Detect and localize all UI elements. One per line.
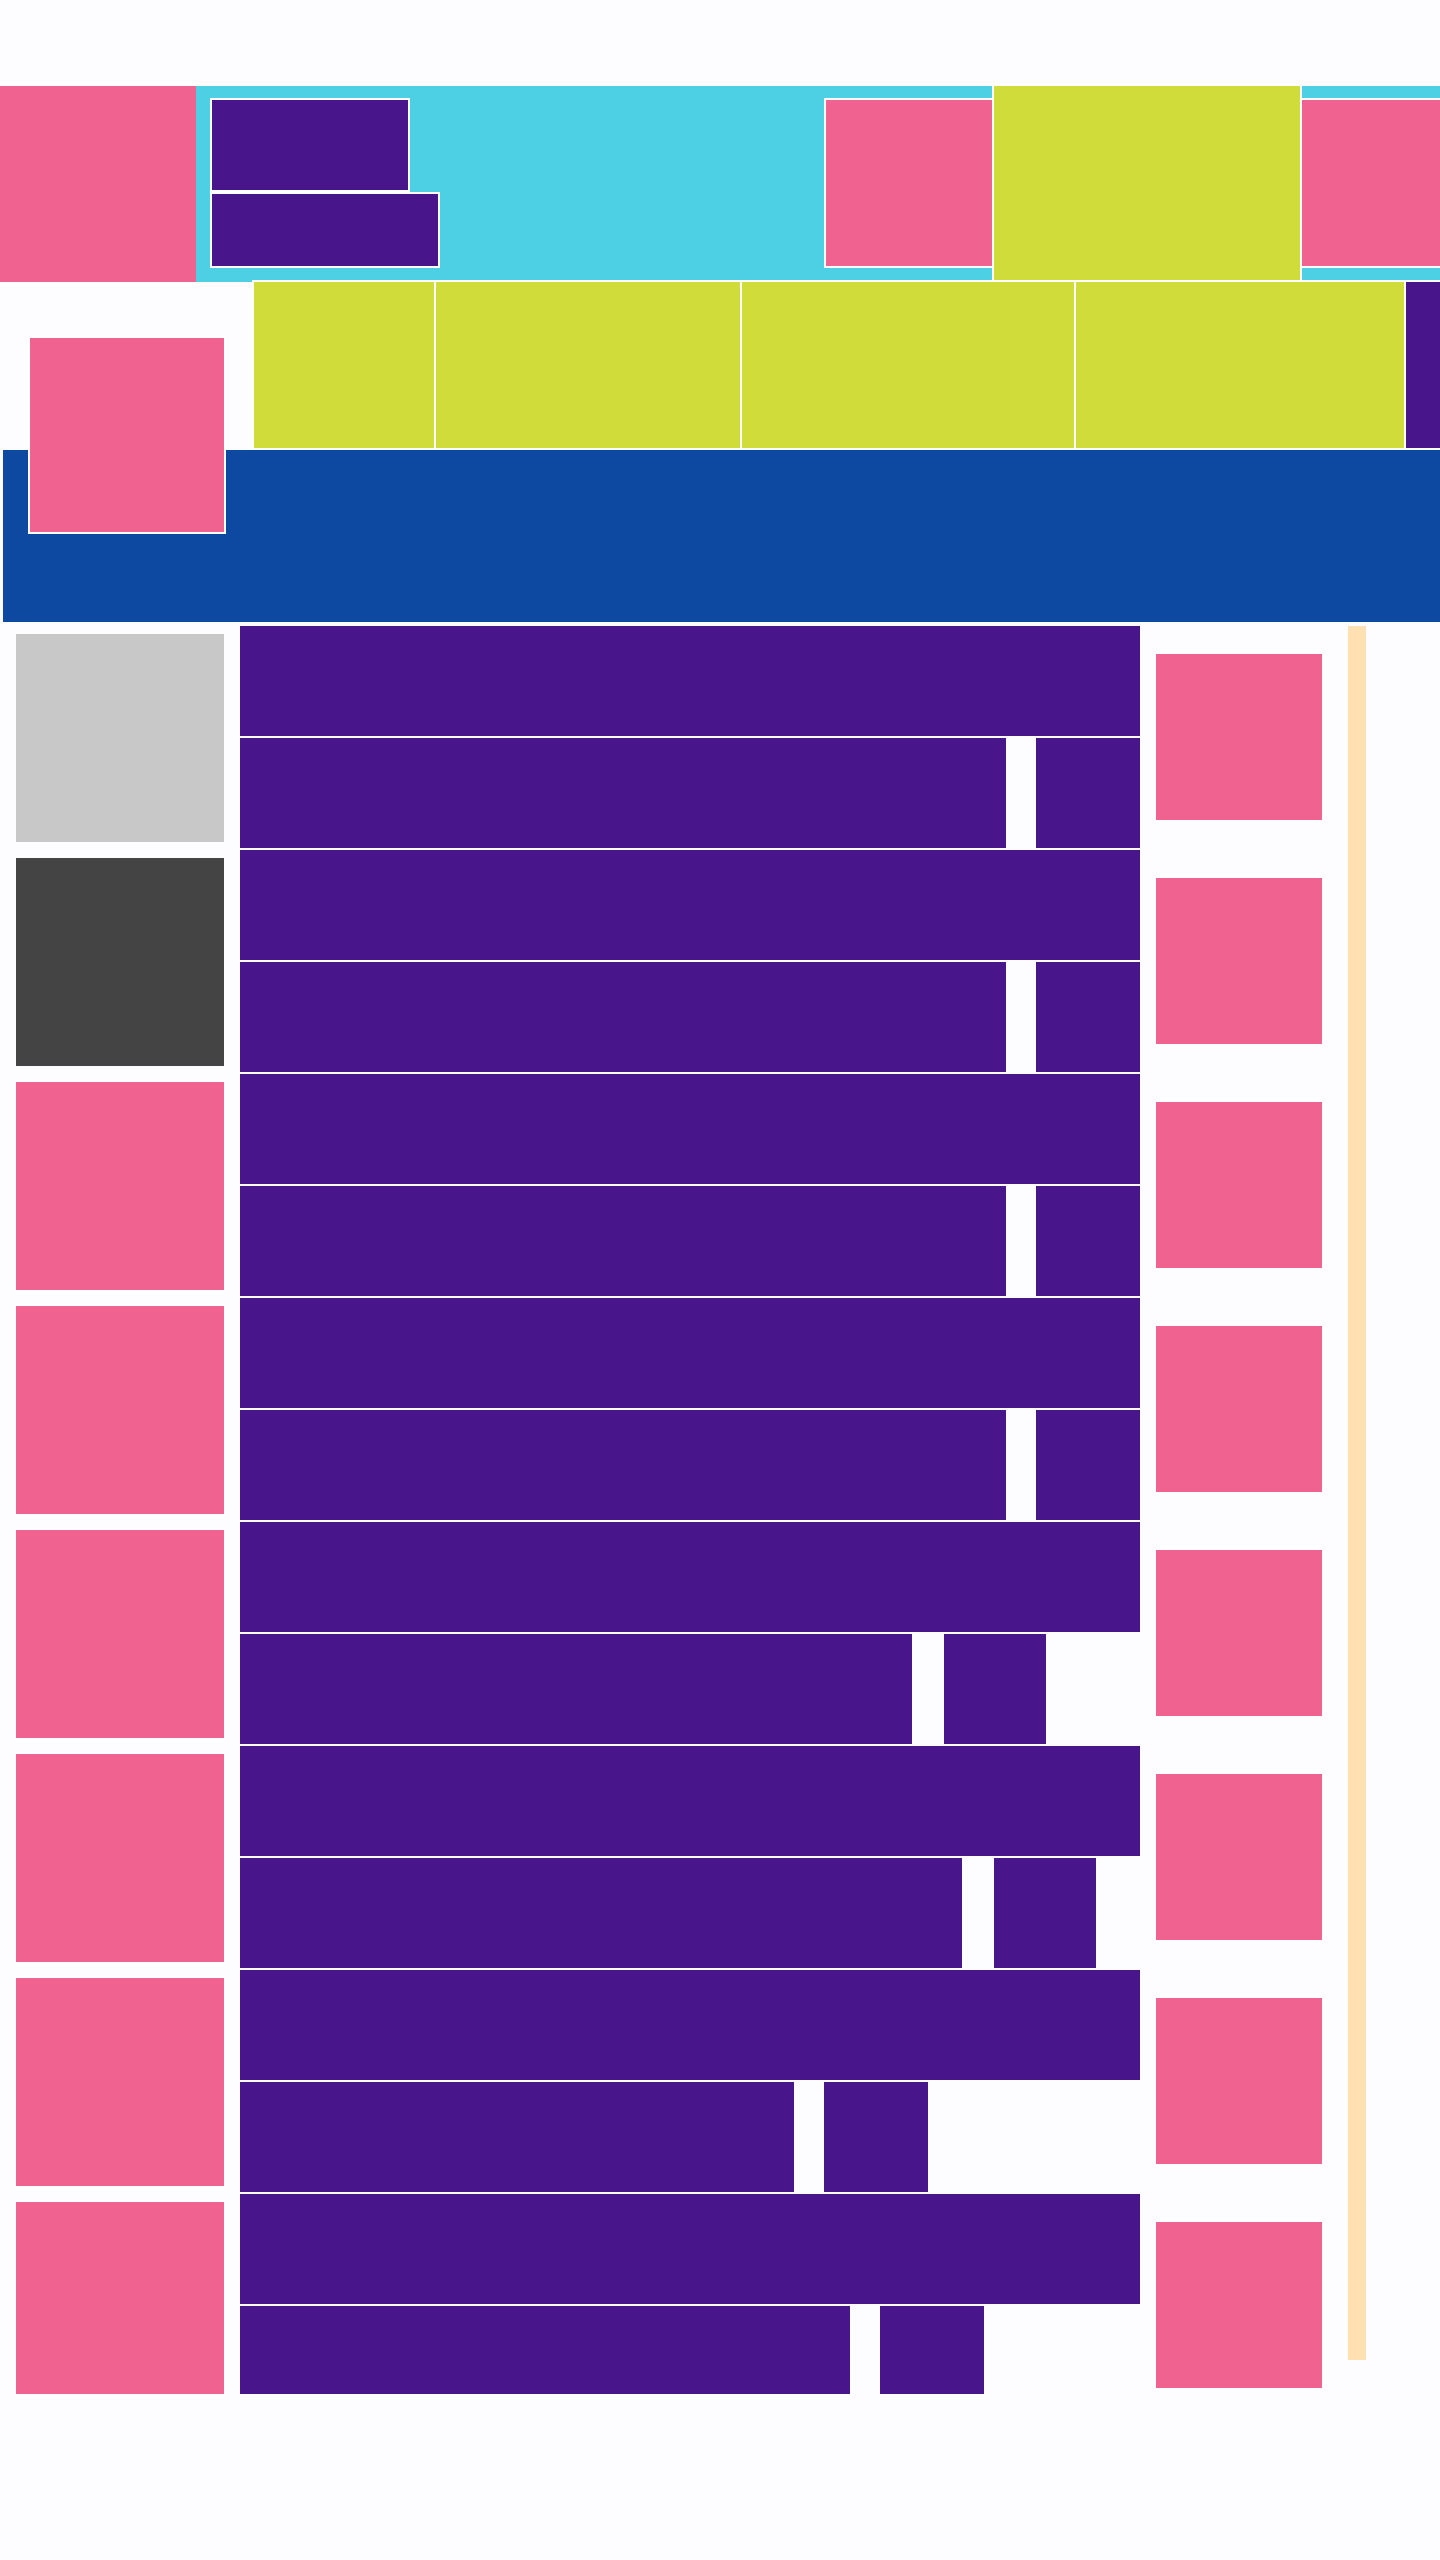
- list-item-2-badge[interactable]: [1036, 962, 1140, 1072]
- list-item-5-badge[interactable]: [944, 1634, 1046, 1744]
- list-item-3-title[interactable]: [240, 1074, 1140, 1184]
- list-item-3-badge[interactable]: [1036, 1186, 1140, 1296]
- tab-1[interactable]: [252, 280, 436, 450]
- header-subtitle-block: [210, 192, 440, 268]
- list-item-4-title[interactable]: [240, 1298, 1140, 1408]
- header-profile-button[interactable]: [1300, 98, 1440, 268]
- list-item-8-badge[interactable]: [880, 2306, 984, 2394]
- tab-overflow[interactable]: [1404, 280, 1440, 450]
- hero-banner: [3, 450, 1440, 622]
- row-action-8[interactable]: [1156, 2222, 1322, 2388]
- thumbnail-1[interactable]: [16, 634, 224, 842]
- list-item-7-badge[interactable]: [824, 2082, 928, 2192]
- thumbnail-8[interactable]: [16, 2202, 224, 2394]
- thumbnail-7[interactable]: [16, 1978, 224, 2186]
- list-item-7-meta: [240, 2082, 794, 2192]
- row-action-3[interactable]: [1156, 1102, 1322, 1268]
- tab-2[interactable]: [434, 280, 742, 450]
- tab-4[interactable]: [1074, 280, 1406, 450]
- list-item-2-title[interactable]: [240, 850, 1140, 960]
- thumbnail-4[interactable]: [16, 1306, 224, 1514]
- list-item-4-meta: [240, 1410, 1006, 1520]
- row-action-5[interactable]: [1156, 1550, 1322, 1716]
- list-item-1-meta: [240, 738, 1006, 848]
- row-action-1[interactable]: [1156, 654, 1322, 820]
- thumbnail-6[interactable]: [16, 1754, 224, 1962]
- header-action-button[interactable]: [824, 98, 994, 268]
- list-item-5-meta: [240, 1634, 912, 1744]
- thumbnail-5[interactable]: [16, 1530, 224, 1738]
- row-action-6[interactable]: [1156, 1774, 1322, 1940]
- list-item-6-badge[interactable]: [994, 1858, 1096, 1968]
- list-item-1-title[interactable]: [240, 626, 1140, 736]
- list-item-6-title[interactable]: [240, 1746, 1140, 1856]
- header-title-block: [210, 98, 410, 192]
- list-item-7-title[interactable]: [240, 1970, 1140, 2080]
- row-action-7[interactable]: [1156, 1998, 1322, 2164]
- vertical-scrollbar[interactable]: [1348, 626, 1366, 2360]
- list-item-2-meta: [240, 962, 1006, 1072]
- list-item-4-badge[interactable]: [1036, 1410, 1140, 1520]
- list-item-8-title[interactable]: [240, 2194, 1140, 2304]
- profile-avatar[interactable]: [28, 336, 226, 534]
- app-logo[interactable]: [0, 86, 196, 282]
- list-item-5-title[interactable]: [240, 1522, 1140, 1632]
- list-item-1-badge[interactable]: [1036, 738, 1140, 848]
- thumbnail-2[interactable]: [16, 858, 224, 1066]
- tab-3[interactable]: [740, 280, 1076, 450]
- header-feature-panel[interactable]: [992, 84, 1302, 282]
- list-item-6-meta: [240, 1858, 962, 1968]
- thumbnail-3[interactable]: [16, 1082, 224, 1290]
- list-item-3-meta: [240, 1186, 1006, 1296]
- list-item-8-meta: [240, 2306, 850, 2394]
- row-action-2[interactable]: [1156, 878, 1322, 1044]
- row-action-4[interactable]: [1156, 1326, 1322, 1492]
